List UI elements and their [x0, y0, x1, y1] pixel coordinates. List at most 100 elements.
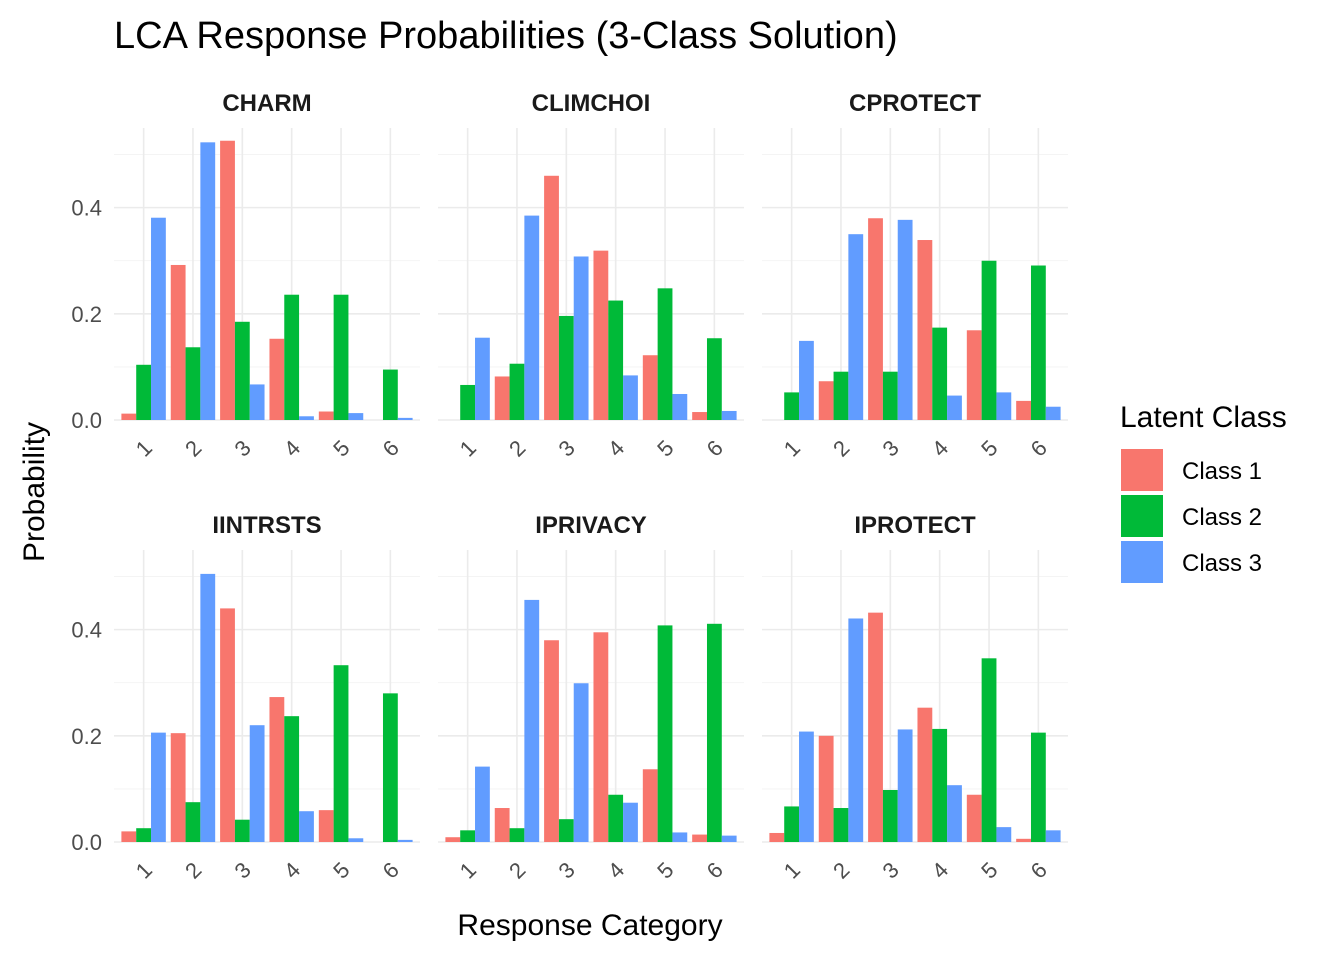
bar-iprotect-class2-cat1 [784, 806, 800, 842]
facet-strip-label: CPROTECT [849, 90, 981, 117]
bar-cprotect-class2-cat4 [932, 327, 948, 420]
x-tick-label: 4 [279, 435, 305, 461]
bar-climchoi-class3-cat2 [524, 215, 540, 420]
x-tick-label: 5 [976, 857, 1002, 883]
legend-label-class1: Class 1 [1182, 458, 1262, 485]
bar-iintrsts-class2-cat4 [284, 716, 300, 842]
bar-climchoi-class3-cat4 [623, 375, 638, 420]
legend-label-class3: Class 3 [1182, 550, 1262, 577]
bar-iprotect-class1-cat4 [917, 707, 933, 842]
x-tick-label: 2 [504, 857, 530, 883]
bar-iprivacy-class2-cat6 [706, 623, 722, 842]
bar-iprivacy-class1-cat6 [692, 834, 707, 842]
bar-cprotect-class3-cat5 [996, 392, 1012, 420]
bar-climchoi-class3-cat6 [721, 410, 737, 420]
y-tick-label: 0.4 [71, 618, 102, 643]
bar-climchoi-class1-cat4 [593, 250, 609, 420]
bar-iprotect-class1-cat1 [769, 832, 785, 842]
bar-cprotect-class1-cat2 [818, 381, 834, 420]
x-tick-label: 4 [927, 435, 953, 461]
bar-cprotect-class3-cat6 [1045, 406, 1061, 420]
bar-cprotect-class3-cat2 [848, 234, 864, 420]
bar-climchoi-class1-cat2 [494, 376, 510, 420]
legend-items: Class 1 Class 2 Class 3 [1121, 449, 1262, 583]
legend-title: Latent Class [1120, 401, 1287, 434]
bar-cprotect-class3-cat1 [799, 340, 814, 420]
x-tick-label: 3 [554, 857, 580, 883]
x-tick-label: 4 [279, 857, 305, 883]
bar-iprivacy-class2-cat1 [460, 830, 476, 842]
bar-iprivacy-class1-cat1 [445, 837, 461, 842]
bar-iprotect-class2-cat6 [1030, 732, 1046, 842]
bar-iprivacy-class1-cat2 [494, 808, 510, 842]
x-tick-label: 5 [328, 857, 354, 883]
y-tick-label: 0.0 [71, 830, 102, 855]
facet-panel-iprotect: IPROTECT 1 2 3 4 5 6 [762, 512, 1068, 884]
bar-cprotect-class2-cat2 [833, 371, 849, 420]
x-tick-label: 2 [828, 435, 854, 461]
bar-climchoi-class2-cat3 [558, 315, 574, 420]
bar-charm-class3-cat4 [299, 416, 314, 420]
bar-climchoi-class1-cat3 [544, 175, 559, 420]
x-tick-label: 5 [652, 435, 678, 461]
bar-iprotect-class1-cat5 [966, 794, 982, 842]
bar-iprivacy-class3-cat2 [524, 599, 540, 842]
bar-climchoi-class3-cat5 [672, 393, 688, 420]
x-tick-label: 5 [652, 857, 678, 883]
bar-cprotect-class1-cat4 [917, 240, 933, 420]
bar-iprivacy-class3-cat6 [721, 835, 737, 842]
bar-iprotect-class1-cat6 [1016, 838, 1031, 842]
bar-charm-class3-cat1 [151, 217, 166, 420]
bar-charm-class2-cat1 [136, 364, 152, 420]
bar-cprotect-class2-cat5 [981, 260, 997, 420]
bar-iintrsts-class3-cat3 [249, 725, 265, 842]
bar-climchoi-class3-cat3 [573, 256, 589, 420]
bar-iprivacy-class3-cat5 [672, 832, 688, 842]
bar-iprotect-class3-cat4 [947, 785, 962, 842]
bar-iintrsts-class1-cat1 [121, 831, 137, 842]
x-axis-title: Response Category [457, 909, 722, 942]
bar-iprotect-class3-cat2 [848, 618, 864, 842]
bar-iprotect-class2-cat4 [932, 728, 948, 842]
bar-climchoi-class2-cat5 [657, 288, 673, 420]
bar-iintrsts-class2-cat3 [234, 819, 250, 842]
x-tick-label: 1 [131, 857, 157, 883]
bar-cprotect-class2-cat1 [784, 392, 800, 420]
x-tick-label: 4 [927, 857, 953, 883]
legend-key-class3 [1121, 541, 1163, 583]
bar-charm-class1-cat2 [170, 264, 186, 420]
bar-climchoi-class2-cat1 [460, 384, 476, 420]
facet-panel-charm: CHARM 0.0 0.2 0.4 1 2 3 4 5 6 [71, 90, 420, 462]
bar-charm-class2-cat2 [185, 347, 201, 420]
facet-strip-label: IINTRSTS [212, 512, 321, 539]
bar-climchoi-class1-cat6 [692, 412, 707, 420]
y-tick-label: 0.4 [71, 196, 102, 221]
bar-iprotect-class3-cat5 [996, 827, 1012, 842]
bar-iprivacy-class3-cat3 [573, 683, 589, 842]
legend: Latent Class Class 1 Class 2 Class 3 [1120, 401, 1287, 583]
bar-cprotect-class3-cat4 [947, 395, 962, 420]
bar-charm-class2-cat4 [284, 294, 300, 420]
x-tick-label: 6 [378, 435, 404, 461]
facet-panel-climchoi: CLIMCHOI 1 2 3 4 5 6 [438, 90, 744, 462]
bar-iprivacy-class2-cat5 [657, 625, 673, 842]
bar-iprivacy-class1-cat5 [642, 769, 658, 842]
x-tick-label: 2 [180, 857, 206, 883]
x-tick-label: 3 [878, 435, 904, 461]
x-tick-label: 6 [378, 857, 404, 883]
bar-iintrsts-class3-cat2 [200, 573, 216, 842]
x-tick-label: 2 [504, 435, 530, 461]
facet-strip-label: IPROTECT [854, 512, 976, 539]
x-tick-label: 1 [131, 435, 157, 461]
bar-iprotect-class3-cat1 [799, 731, 814, 842]
bar-cprotect-class1-cat6 [1016, 400, 1031, 420]
x-tick-label: 1 [779, 435, 805, 461]
bar-cprotect-class1-cat5 [966, 330, 982, 420]
bar-iintrsts-class3-cat1 [151, 732, 166, 842]
bar-iprotect-class3-cat3 [897, 729, 913, 842]
bar-iintrsts-class3-cat4 [299, 811, 314, 842]
bar-iprotect-class2-cat2 [833, 808, 849, 842]
bar-iintrsts-class1-cat4 [269, 697, 285, 842]
y-tick-label: 0.2 [71, 724, 102, 749]
bar-iintrsts-class3-cat5 [348, 838, 364, 842]
